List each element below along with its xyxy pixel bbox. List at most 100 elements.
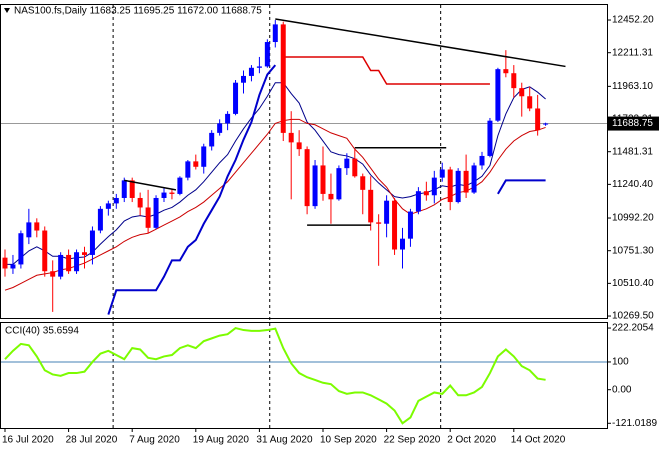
- candle-body: [248, 67, 254, 76]
- x-tick-label: 22 Sep 2020: [384, 435, 441, 446]
- candle-body: [415, 191, 421, 212]
- candle-body: [225, 113, 231, 124]
- x-tick-label: 28 Jul 2020: [66, 435, 118, 446]
- candle-body: [121, 180, 127, 198]
- candle-body: [431, 177, 437, 196]
- y-tick-label: 100: [612, 357, 629, 368]
- candle-body: [272, 24, 278, 43]
- candle-body: [153, 197, 159, 228]
- candle-body: [185, 161, 191, 178]
- candle-body: [503, 69, 509, 74]
- candle-body: [280, 24, 286, 133]
- candle-body: [328, 193, 334, 200]
- indicator-line: [5, 82, 546, 265]
- candle-body: [58, 254, 64, 277]
- candle-body: [407, 211, 413, 239]
- candle-body: [304, 149, 310, 207]
- candle-body: [360, 176, 366, 190]
- y-tick-label: 12452.20: [612, 15, 654, 26]
- candle-body: [400, 238, 405, 250]
- cci-line: [4, 326, 546, 425]
- candle-body: [296, 142, 302, 150]
- candle-body: [471, 165, 477, 193]
- candle-body: [209, 132, 215, 147]
- candle-body: [543, 123, 549, 125]
- candle-body: [463, 170, 469, 193]
- x-tick-label: 2 Oct 2020: [447, 435, 496, 446]
- chart-title: NAS100.fs,Daily 11683.25 11695.25 11672.…: [14, 6, 262, 17]
- candle-body: [479, 155, 485, 166]
- menu-triangle: [4, 8, 10, 13]
- candle-body: [392, 200, 398, 250]
- candle-body: [105, 203, 111, 209]
- candle-body: [74, 252, 80, 272]
- y-tick-label: 12211.31: [612, 47, 653, 58]
- candle-body: [2, 257, 8, 269]
- candle-body: [145, 207, 151, 228]
- candle-body: [177, 177, 183, 194]
- candle-body: [97, 208, 103, 231]
- candle-body: [137, 197, 143, 208]
- main-pane-frame: [0, 4, 608, 319]
- candle-body: [376, 222, 382, 224]
- candle-body: [217, 123, 223, 133]
- x-tick-label: 14 Oct 2020: [511, 435, 566, 446]
- candle-body: [288, 132, 294, 143]
- candle-body: [34, 222, 40, 231]
- candle-body: [10, 264, 16, 269]
- candle-body: [50, 271, 56, 277]
- y-tick-label: 222.2054: [612, 323, 654, 334]
- trendline: [124, 179, 177, 191]
- candle-body: [336, 168, 342, 200]
- x-tick-label: 7 Aug 2020: [129, 435, 180, 446]
- x-tick-label: 10 Sep 2020: [320, 435, 377, 446]
- y-tick-label: 10992.20: [612, 213, 654, 224]
- y-tick-label: 11481.31: [612, 146, 653, 157]
- candle-body: [264, 42, 270, 67]
- candle-body: [82, 252, 87, 255]
- y-tick-label: 10510.40: [612, 278, 654, 289]
- y-tick-label: 10269.50: [612, 311, 654, 322]
- candle-body: [169, 192, 175, 194]
- candle-body: [201, 146, 207, 167]
- candle-body: [495, 69, 501, 121]
- y-tick-label: 10751.30: [612, 245, 654, 256]
- candle-body: [42, 230, 48, 272]
- candle-body: [89, 230, 95, 255]
- y-tick-label: 0.00: [612, 384, 632, 395]
- candle-body: [535, 108, 541, 131]
- current-price-label: 11688.75: [612, 118, 653, 129]
- candle-body: [161, 192, 167, 198]
- indicator-line: [107, 64, 546, 315]
- y-tick-label: 11240.40: [612, 179, 653, 190]
- indicator-line: [283, 56, 490, 85]
- candle-body: [519, 88, 525, 97]
- candle-body: [193, 161, 199, 167]
- y-tick-label: -121.0189: [612, 418, 657, 429]
- candle-body: [511, 73, 517, 89]
- candle-body: [26, 222, 32, 238]
- candle-body: [129, 180, 135, 198]
- candle-body: [384, 200, 390, 224]
- candle-body: [423, 191, 429, 196]
- indicator-title: CCI(40) 35.6594: [5, 326, 79, 337]
- cci-pane-frame: [0, 322, 608, 429]
- candle-body: [455, 170, 461, 203]
- candle-body: [241, 75, 246, 83]
- trendline: [275, 18, 566, 68]
- candle-body: [256, 66, 262, 68]
- candle-body: [487, 120, 493, 156]
- candle-body: [66, 254, 72, 272]
- x-tick-label: 19 Aug 2020: [193, 435, 250, 446]
- candle-body: [439, 169, 445, 178]
- candle-body: [447, 169, 453, 203]
- y-tick-label: 11963.10: [612, 81, 653, 92]
- candle-body: [312, 165, 318, 207]
- candle-body: [344, 158, 350, 169]
- x-tick-label: 31 Aug 2020: [256, 435, 313, 446]
- plot-layer: [0, 5, 607, 428]
- current-price-box: [607, 116, 659, 131]
- candle-body: [527, 96, 533, 109]
- candle-body: [368, 189, 374, 223]
